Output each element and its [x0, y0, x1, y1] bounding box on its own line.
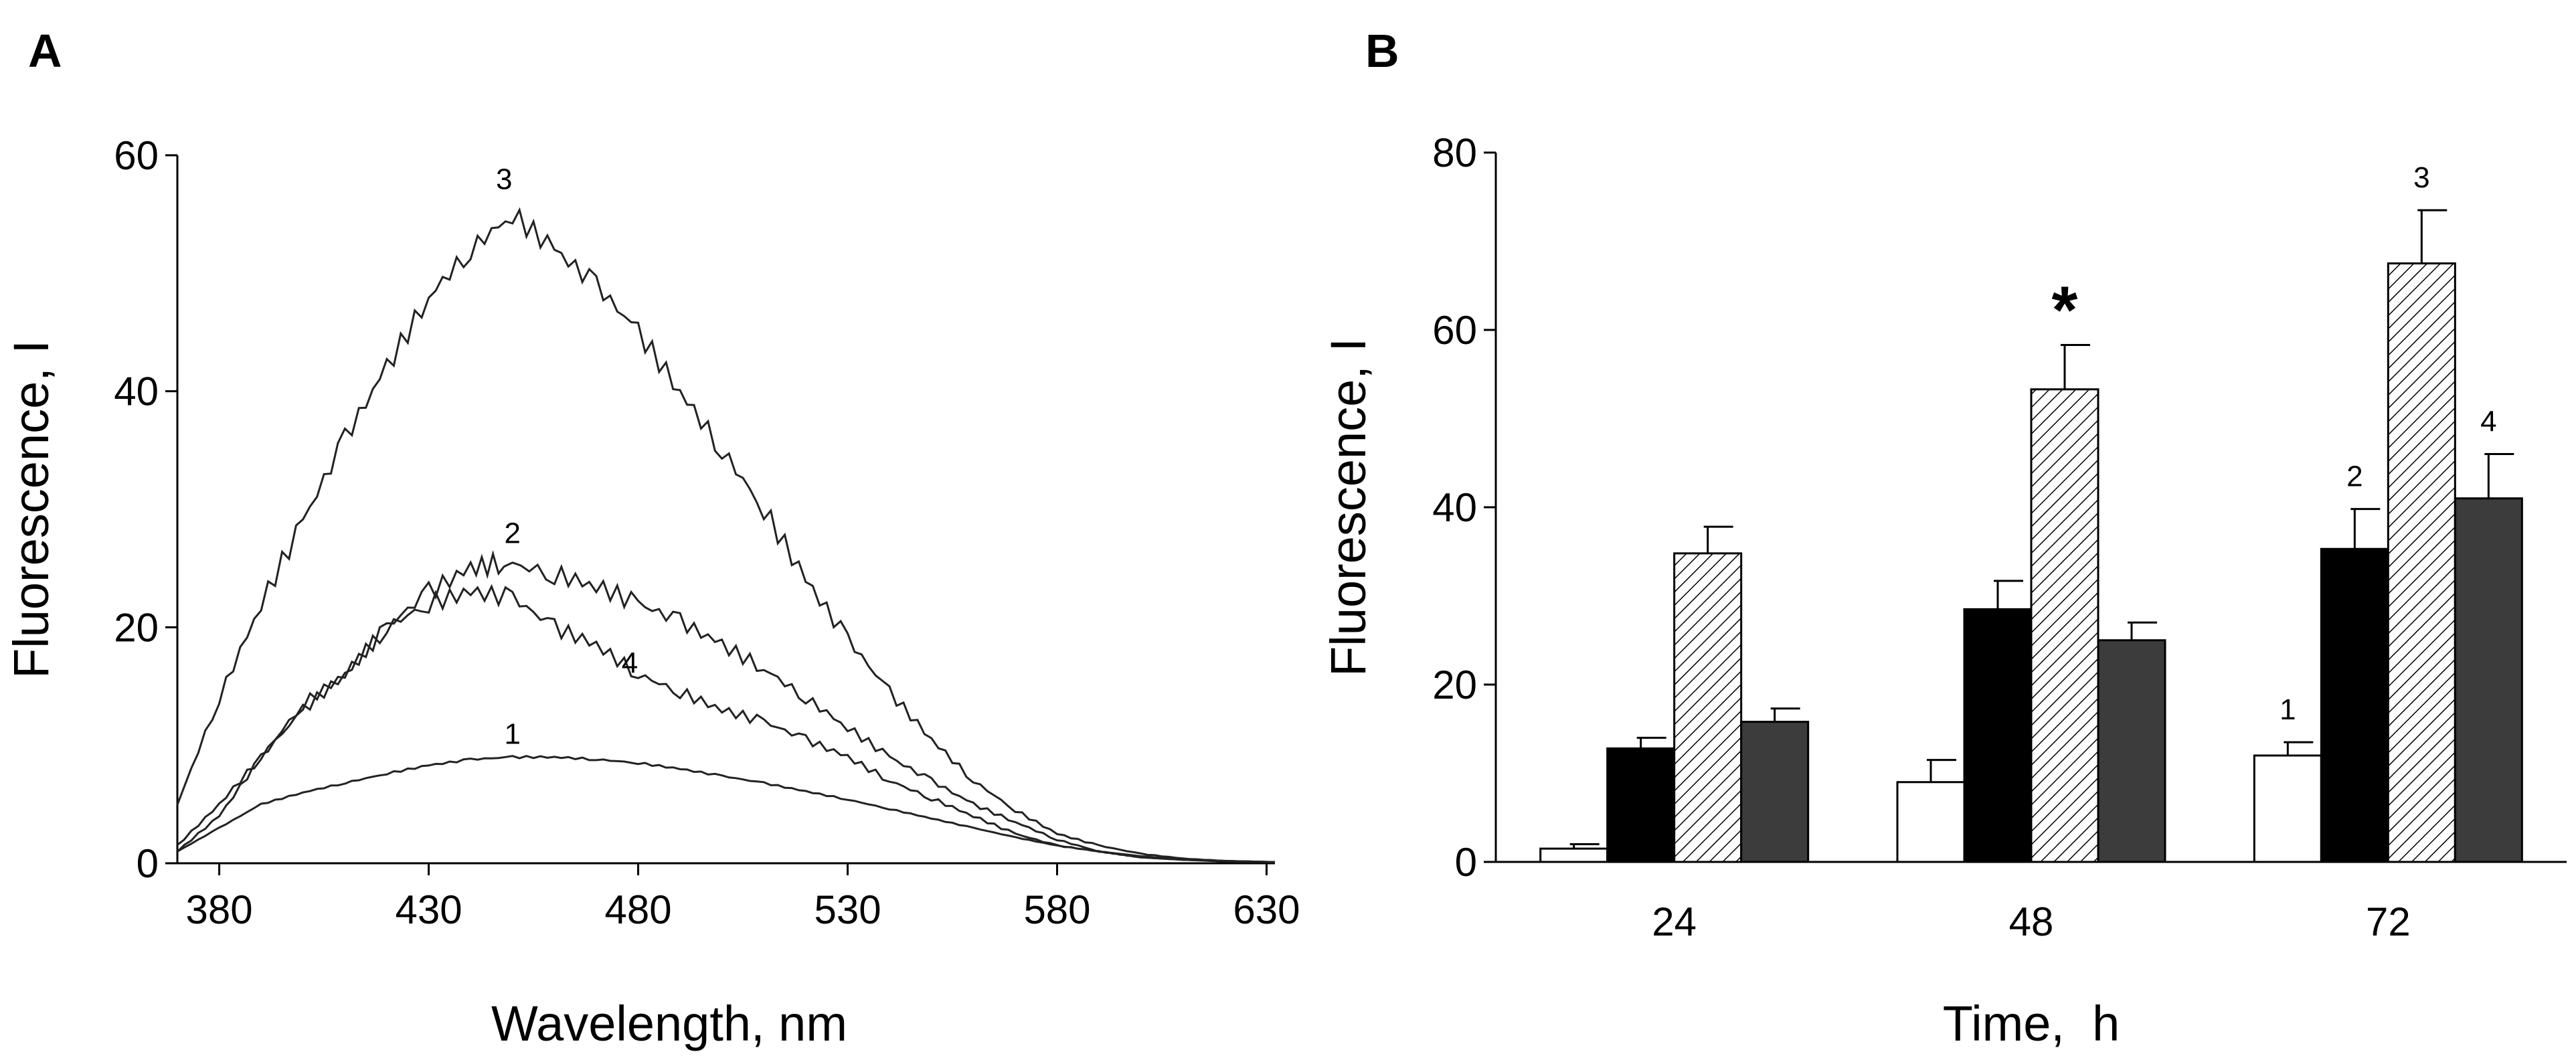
error-bar-24h-series-4: [1770, 707, 1800, 722]
error-bar-48h-series-4: [2128, 621, 2157, 640]
panel-b-y-axis-title: Fluorescence, I: [1320, 338, 1376, 677]
panel-b-y-tick-label: 60: [1432, 308, 1477, 353]
curve-label-4: 4: [622, 647, 638, 680]
bar-72h-series-1: [2253, 754, 2322, 863]
bar-24h-series-3: [1673, 552, 1743, 863]
panel-b-y-tick-label: 0: [1455, 840, 1477, 885]
bar-series-label-4: 4: [2480, 406, 2496, 438]
panel-a-curves: 1 2 3 4: [176, 163, 1276, 863]
panel-a: A 0 20 40 60 380 430 480 530 580 630 1 2 3 4 Wavelen…: [3, 25, 1300, 1051]
bar-48h-series-3: [2030, 388, 2099, 863]
curve-label-3: 3: [496, 163, 512, 196]
bar-48h-series-4: [2097, 639, 2166, 863]
error-bar-24h-series-2: [1636, 737, 1666, 749]
panel-a-x-tick-label: 530: [814, 887, 881, 932]
panel-b-ticks: 0 20 40 60 80 24 48 72: [1432, 130, 2410, 944]
error-bar-48h-series-2: [1994, 580, 2023, 610]
panel-b-y-tick-label: 20: [1432, 662, 1477, 707]
bar-series-label-3: 3: [2413, 161, 2429, 194]
error-bar-72h-series-2: [2350, 508, 2381, 549]
bar-72h-series-3: [2387, 262, 2456, 863]
bar-series-label-1: 1: [2280, 693, 2296, 726]
panel-b-letter: B: [1365, 25, 1399, 77]
error-bar-72h-series-1: [2284, 741, 2314, 756]
error-bar-24h-series-3: [1703, 525, 1733, 553]
panel-a-x-tick-label: 480: [604, 887, 671, 932]
panel-a-x-tick-label: 380: [186, 887, 253, 932]
panel-b-x-tick-label: 48: [2009, 899, 2054, 944]
panel-a-x-axis-title: Wavelength, nm: [491, 996, 847, 1051]
panel-a-y-tick-label: 40: [114, 369, 159, 414]
spectrum-curve-1: [177, 755, 1276, 863]
significance-star: *: [2052, 273, 2078, 348]
panel-b-x-tick-label: 72: [2366, 899, 2411, 944]
error-bar-48h-series-1: [1927, 759, 1956, 782]
panel-a-letter: A: [28, 25, 62, 77]
panel-b-bars: * 1 2 3 4: [1539, 161, 2523, 863]
panel-b: B 0 20 40 60 80 24 48 72 * 1 2 3 4 Time, h Fluoresc…: [1320, 25, 2567, 1051]
panel-b-x-tick-label: 24: [1652, 899, 1697, 944]
panel-b-x-axis-title: Time, h: [1943, 996, 2120, 1051]
panel-a-x-tick-label: 430: [396, 887, 462, 932]
curve-label-1: 1: [505, 717, 521, 750]
panel-a-x-tick-label: 580: [1023, 887, 1090, 932]
bar-48h-series-2: [1963, 608, 2033, 863]
error-bar-72h-series-3: [2417, 209, 2448, 264]
bar-24h-series-2: [1606, 747, 1676, 863]
bar-48h-series-1: [1896, 781, 1966, 863]
error-bar-24h-series-1: [1569, 843, 1600, 849]
panel-a-y-axis-title: Fluorescence, I: [3, 340, 59, 679]
panel-a-y-tick-label: 20: [114, 605, 159, 650]
bar-72h-series-4: [2454, 497, 2523, 863]
panel-a-y-tick-label: 0: [137, 841, 159, 886]
panel-a-x-tick-label: 630: [1233, 887, 1300, 932]
panel-b-y-tick-label: 80: [1432, 130, 1477, 175]
panel-a-ticks: 0 20 40 60 380 430 480 530 580 630: [114, 133, 1300, 932]
spectrum-curve-4: [176, 584, 1276, 863]
error-bar-72h-series-4: [2484, 453, 2514, 499]
curve-label-2: 2: [505, 517, 521, 550]
bar-72h-series-2: [2320, 547, 2389, 863]
spectrum-curve-3: [176, 207, 1276, 863]
bar-24h-series-4: [1740, 721, 1810, 863]
bar-series-label-2: 2: [2346, 460, 2363, 493]
panel-b-y-tick-label: 40: [1432, 485, 1477, 530]
spectrum-curve-2: [177, 549, 1276, 863]
panel-a-y-tick-label: 60: [114, 133, 159, 178]
bar-24h-series-1: [1539, 847, 1609, 863]
error-bar-48h-series-3: [2061, 344, 2090, 389]
